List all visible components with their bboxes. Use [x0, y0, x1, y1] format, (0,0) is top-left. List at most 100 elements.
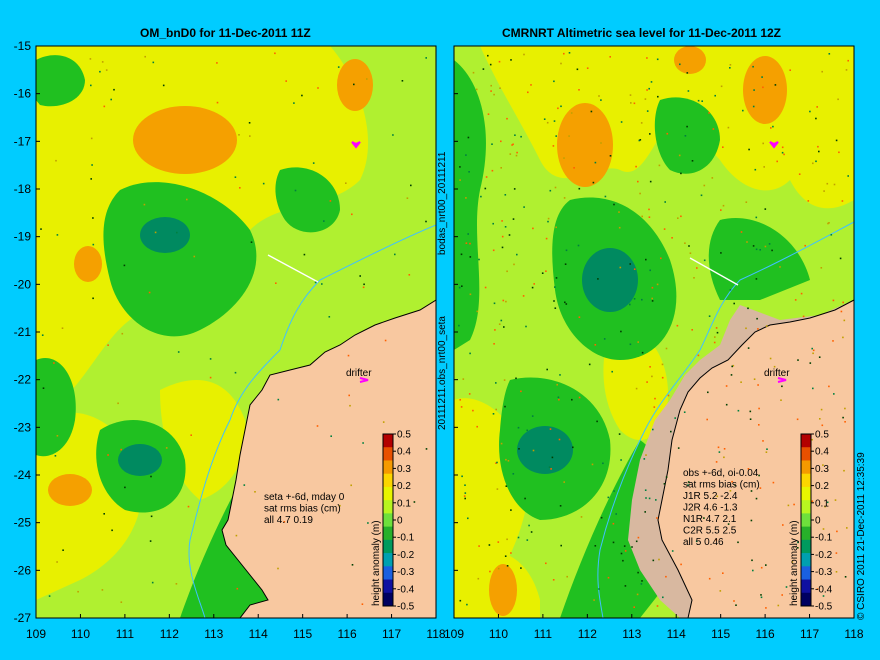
observation-dot — [794, 299, 797, 301]
observation-dot — [777, 604, 780, 607]
observation-dot — [756, 317, 758, 320]
colorbar-label: height anomaly (m) — [789, 520, 800, 606]
observation-dot — [555, 277, 558, 279]
observation-dot — [312, 162, 315, 164]
observation-dot — [730, 374, 733, 376]
observation-dot — [646, 57, 648, 59]
observation-dot — [637, 536, 640, 539]
observation-dot — [629, 343, 632, 346]
observation-dot — [644, 98, 647, 100]
observation-dot — [506, 565, 509, 567]
observation-dot — [552, 145, 555, 147]
observation-dot — [753, 89, 755, 91]
observation-dot — [61, 327, 64, 329]
lat-tick-label: -26 — [14, 563, 32, 577]
observation-dot — [500, 167, 502, 169]
observation-dot — [568, 135, 570, 137]
observation-dot — [821, 70, 823, 73]
observation-dot — [618, 433, 621, 435]
observation-dot — [703, 259, 706, 262]
observation-dot — [846, 527, 848, 529]
observation-dot — [797, 547, 799, 549]
observation-dot — [349, 404, 351, 407]
observation-dot — [570, 112, 573, 114]
observation-dot — [772, 125, 774, 128]
observation-dot — [711, 177, 714, 179]
axes: -15 -16 -17 -18 -19 -20 -21 -22 -23 -24 -25 -26 -27 1… — [14, 39, 864, 641]
anomaly-negative-zone — [103, 182, 257, 337]
observation-dot — [774, 84, 777, 86]
observation-dot — [641, 298, 643, 301]
observation-dot — [467, 136, 470, 139]
colorbar-swatch — [383, 447, 393, 461]
observation-dot — [482, 68, 485, 70]
observation-dot — [725, 385, 728, 387]
observation-dot — [559, 505, 562, 507]
observation-dot — [394, 253, 396, 256]
observation-dot — [487, 54, 489, 57]
observation-dot — [624, 585, 627, 587]
observation-dot — [317, 87, 319, 89]
observation-dot — [560, 62, 562, 65]
observation-dot — [573, 167, 575, 169]
observation-dot — [620, 552, 623, 555]
lon-tick-label: 109 — [444, 627, 464, 641]
colorbar-swatch — [383, 486, 393, 501]
observation-dot — [658, 558, 660, 561]
observation-dot — [644, 511, 646, 513]
observation-dot — [821, 424, 824, 427]
observation-dot — [558, 398, 560, 401]
observation-dot — [235, 534, 238, 537]
observation-dot — [826, 182, 829, 185]
lat-tick-label: -16 — [14, 87, 32, 101]
observation-dot — [468, 393, 471, 395]
observation-dot — [262, 182, 265, 185]
observation-dot — [504, 555, 507, 557]
colorbar-tick-label: 0.1 — [815, 498, 829, 509]
observation-dot — [729, 67, 731, 69]
observation-dot — [401, 80, 404, 82]
observation-dot — [780, 399, 782, 401]
observation-dot — [752, 105, 755, 108]
observation-dot — [832, 340, 834, 342]
lon-tick-label: 118 — [426, 627, 445, 641]
observation-dot — [815, 117, 817, 120]
observation-dot — [700, 194, 703, 197]
observation-dot — [757, 384, 759, 386]
observation-dot — [294, 189, 297, 192]
observation-dot — [576, 68, 579, 71]
observation-dot — [822, 464, 824, 466]
observation-dot — [648, 216, 651, 218]
observation-dot — [715, 539, 718, 541]
annotation-line: N1R 4.7 2.1 — [683, 514, 737, 525]
colorbar-swatch — [801, 526, 811, 541]
observation-dot — [787, 504, 790, 507]
anomaly-high — [133, 106, 237, 174]
observation-dot — [154, 231, 157, 234]
observation-dot — [549, 189, 552, 192]
observation-dot — [497, 541, 500, 543]
observation-dot — [556, 383, 558, 386]
observation-dot — [661, 363, 664, 366]
observation-dot — [152, 61, 155, 64]
observation-dot — [652, 559, 655, 562]
observation-dot — [641, 215, 643, 218]
observation-dot — [819, 418, 821, 420]
observation-dot — [40, 228, 42, 230]
observation-dot — [101, 61, 104, 63]
observation-dot — [640, 583, 643, 585]
observation-dot — [598, 95, 600, 97]
observation-dot — [841, 200, 844, 202]
observation-dot — [811, 347, 813, 350]
colorbar-swatch — [383, 434, 393, 448]
observation-dot — [469, 293, 472, 296]
observation-dot — [209, 376, 212, 379]
transect-line — [689, 257, 739, 286]
observation-dot — [686, 125, 688, 128]
observation-dot — [722, 146, 724, 148]
observation-dot — [755, 248, 758, 251]
colorbar-swatch — [383, 592, 393, 607]
observation-dot — [594, 344, 597, 346]
colorbar-swatch — [801, 579, 811, 594]
observation-dot — [618, 226, 621, 229]
